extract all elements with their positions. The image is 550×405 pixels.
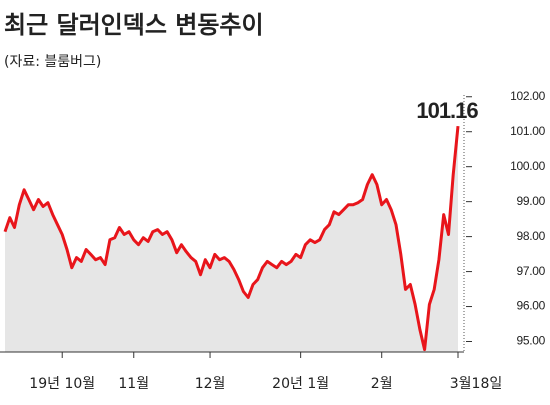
annotation: 101.16 (416, 98, 478, 123)
y-tick-label: 99.00 (516, 194, 545, 208)
series-line (3, 125, 460, 352)
chart-subtitle: (자료: 블룸버그) (4, 54, 101, 70)
y-tick-label: 95.00 (516, 334, 545, 348)
y-tick-label: 97.00 (516, 264, 545, 278)
x-tick-label: 11월 (118, 376, 149, 392)
y-tick-label: 102.00 (510, 89, 546, 103)
y-tick-label: 100.00 (510, 159, 546, 173)
chart-title: 최근 달러인덱스 변동추이 (4, 11, 264, 39)
y-tick-label: 98.00 (516, 229, 545, 243)
y-tick-label: 101.00 (510, 124, 546, 138)
x-tick-label: 2월 (371, 376, 393, 392)
x-tick-label: 19년 10월 (29, 376, 95, 392)
area (5, 126, 458, 352)
x-tick-label: 20년 1월 (272, 376, 329, 392)
y-tick-label: 96.00 (516, 299, 545, 313)
x-tick-label: 12월 (195, 376, 226, 392)
x-tick-label: 3월18일 (450, 376, 502, 392)
